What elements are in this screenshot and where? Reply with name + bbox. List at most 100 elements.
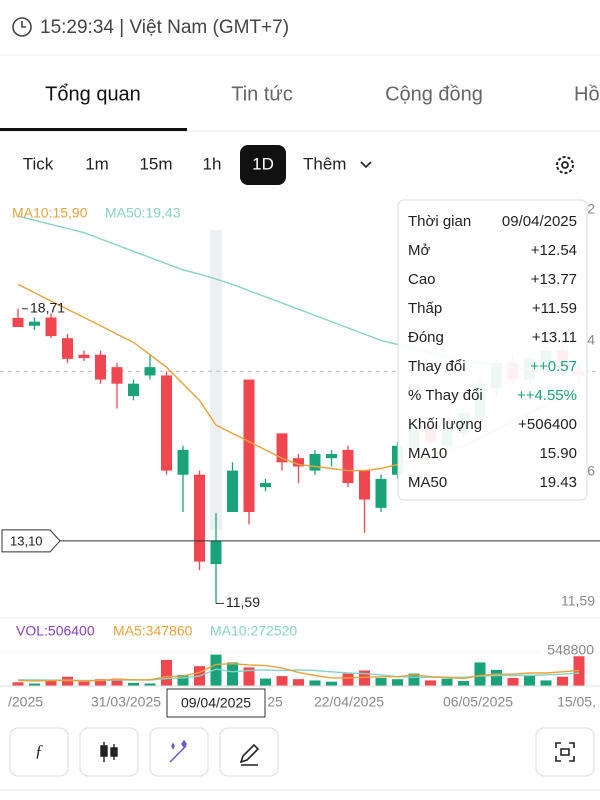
candle-body [161,375,172,471]
y-tick-label: 6 [587,463,595,479]
candle-body [227,470,238,512]
tab[interactable]: Cộng đồng [385,83,483,105]
tooltip-label: Thời gian [408,213,471,230]
tooltip-label: Thấp [408,300,442,317]
candle-body [375,478,387,508]
cursor-date-box [166,688,266,718]
y-tick-label: 2 [587,201,595,217]
tool-button[interactable] [535,727,595,777]
x-tick-label: /2025 [8,694,43,710]
tab[interactable]: Tổng quan [45,83,141,105]
tooltip-value: 09/04/2025 [502,213,577,230]
high-label: 18,71 [30,300,65,316]
cursor-band [210,230,222,530]
x-tick-label: 06/05/2025 [443,694,513,710]
volume-max-label: 548800 [547,642,594,658]
volume-bar [276,676,288,686]
interval[interactable]: 15m [139,154,172,173]
volume-bar [29,683,40,686]
volume-bar [227,662,238,686]
tooltip-value: ++4.55% [517,387,577,404]
volume-bar [12,682,24,686]
candle-body [276,433,288,463]
tooltip [397,199,588,501]
candle-body [128,383,139,397]
volume-bar [260,678,271,686]
legend-ma10: MA10:15,90 [12,205,88,221]
low-label: 11,59 [226,594,260,610]
volume-bar [359,670,370,686]
legend-ma50: MA50:19,43 [105,205,181,221]
interval[interactable]: 1m [85,154,109,173]
candle-body [260,483,271,488]
tab[interactable]: Hồ [574,83,600,105]
x-tick-label: 22/04/2025 [314,694,384,710]
volume-bar [392,679,403,686]
volume-bar [243,667,255,686]
volume-bar [474,662,486,686]
tooltip-value: 15.90 [539,445,577,462]
magic-icon [169,739,187,763]
candle-body [359,470,370,500]
tab[interactable]: Tin tức [231,83,293,105]
tooltip-label: Khối lượng [408,416,482,433]
candle-body [309,454,321,471]
interval[interactable]: 1h [203,154,222,173]
tool-button[interactable] [79,727,139,777]
volume-bar [557,676,568,686]
time-zone: 15:29:34 | Việt Nam (GMT+7) [40,17,289,38]
x-tick-label: 15/05, [557,694,596,710]
volume-ma5-line [17,662,580,682]
candle-body [29,321,40,326]
volume-legend: MA5:347860 [113,623,193,639]
x-tick-label: 31/03/2025 [91,694,161,710]
y-tick-label: 4 [587,332,595,348]
tool-button[interactable] [9,727,69,777]
candle-body [194,474,205,562]
volume-bar [293,679,304,686]
tooltip-value: +13.77 [531,271,577,288]
candle-body [144,367,156,376]
crosshair-tag [1,529,61,553]
volume-legend: VOL:506400 [16,623,95,639]
volume-bar [95,679,106,686]
chart: 13,10 18,71 11,59 2 4 6 11,59 MA10:15,90 MA50:19… [0,199,600,718]
clock-icon [12,17,32,37]
volume-bar [507,677,519,686]
settings-icon[interactable] [556,156,574,174]
candle-body [293,458,304,467]
candle-body [78,354,90,359]
candle-body [111,367,123,384]
y-tick-label: 11,59 [561,593,595,609]
tooltip-value: ++0.57 [530,358,577,375]
fx-icon: ƒ [35,741,44,760]
volume-bar [408,673,420,686]
pen-icon [239,743,260,766]
more-button[interactable]: Thêm [303,154,346,173]
candle-body [45,317,57,337]
tooltip-label: Đóng [408,329,444,346]
volume-bar [540,680,552,686]
tooltip-label: MA50 [408,474,447,491]
volume-bar [491,669,502,686]
x-tick-label: 25 [267,694,283,710]
interval[interactable]: 1D [252,154,274,173]
fullscreen-icon [555,742,575,762]
volume-bar [45,680,57,686]
candle-body [342,449,354,484]
tooltip-label: Cao [408,271,436,288]
tool-button[interactable] [219,727,279,777]
tooltip-value: +12.54 [531,242,577,259]
tooltip-value: +13.11 [532,329,577,346]
clock-hand [21,21,26,28]
candle-body [210,540,222,565]
tooltip-value: 19.43 [539,474,577,491]
interval-active[interactable] [240,145,286,185]
candle-icon [100,742,118,762]
volume-bar [458,681,469,686]
interval[interactable]: Tick [23,154,54,173]
volume-bar [177,674,189,686]
cursor-date: 09/04/2025 [181,695,251,711]
